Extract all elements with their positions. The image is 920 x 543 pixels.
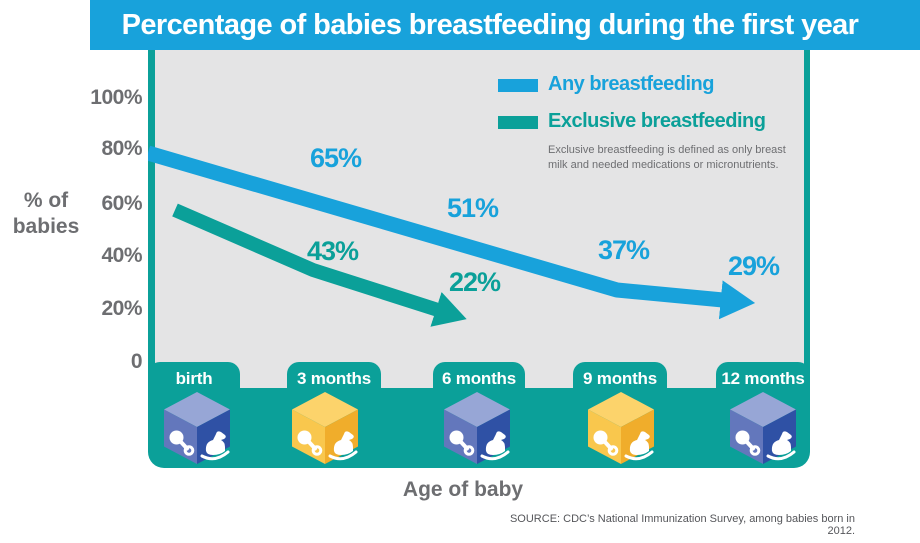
tab-6-months-label: 6 months (442, 369, 516, 388)
trend-lines (148, 145, 756, 327)
y-tick-0: 0 (130, 350, 143, 373)
tab-9-months: 9 months (573, 362, 667, 396)
legend-note: Exclusive breastfeeding is defined as on… (548, 144, 786, 171)
y-axis-title: % of babies (12, 189, 80, 239)
x-axis-title: Age of baby (402, 478, 524, 501)
tab-12-months-label: 12 months (721, 369, 805, 388)
line-any-breastfeeding (148, 145, 756, 320)
source-note: SOURCE: CDC’s National Immunization Surv… (509, 513, 855, 537)
point-label-any-12mo: 29% (728, 251, 780, 281)
baby-blocks-icon-birth (162, 390, 232, 466)
tab-3-months-label: 3 months (297, 369, 371, 388)
baby-blocks-icon-3-months (290, 390, 360, 466)
baby-blocks-icon-6-months (442, 390, 512, 466)
y-tick-40: 40% (101, 244, 142, 267)
line-exclusive-breastfeeding (172, 203, 467, 327)
tab-12-months: 12 months (716, 362, 810, 396)
tab-birth: birth (148, 362, 240, 396)
legend-label-any: Any breastfeeding (548, 73, 714, 95)
legend-swatch-exclusive (498, 116, 538, 129)
legend-label-exclusive: Exclusive breastfeeding (548, 110, 766, 132)
y-tick-60: 60% (101, 192, 142, 215)
tab-3-months: 3 months (287, 362, 381, 396)
plot-area: 65% 51% 37% 29% 43% 22% Any breastfeedin… (148, 50, 810, 389)
title-bar: Percentage of babies breastfeeding durin… (90, 0, 920, 50)
tab-6-months: 6 months (433, 362, 525, 396)
point-label-any-6mo: 51% (447, 193, 499, 223)
page-title: Percentage of babies breastfeeding durin… (121, 8, 859, 41)
baby-blocks-icon-12-months (728, 390, 798, 466)
point-label-any-9mo: 37% (598, 235, 650, 265)
y-tick-20: 20% (101, 297, 142, 320)
plot-right-border (804, 50, 810, 389)
y-tick-80: 80% (101, 137, 142, 160)
baby-blocks-icon-9-months (586, 390, 656, 466)
point-label-excl-6mo: 22% (449, 267, 501, 297)
point-label-any-3mo: 65% (310, 143, 362, 173)
tab-9-months-label: 9 months (583, 369, 657, 388)
tab-birth-label: birth (175, 369, 213, 388)
legend-swatch-any (498, 79, 538, 92)
point-label-excl-3mo: 43% (307, 236, 359, 266)
y-tick-100: 100% (90, 86, 142, 109)
plot-left-border (148, 50, 155, 389)
